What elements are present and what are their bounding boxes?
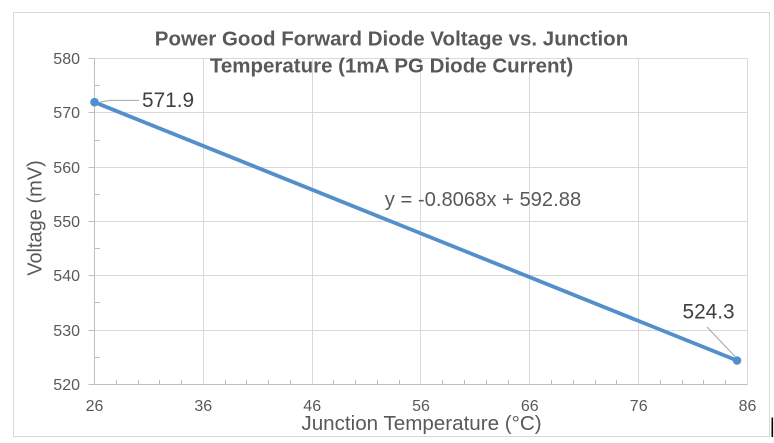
- svg-text:Junction Temperature (°C): Junction Temperature (°C): [301, 412, 541, 435]
- svg-text:540: 540: [53, 268, 80, 285]
- svg-text:550: 550: [53, 214, 80, 231]
- svg-text:86: 86: [739, 398, 757, 415]
- svg-text:26: 26: [86, 398, 104, 415]
- svg-text:570: 570: [53, 105, 80, 122]
- svg-text:571.9: 571.9: [142, 89, 194, 112]
- svg-text:76: 76: [630, 398, 648, 415]
- svg-text:520: 520: [53, 377, 80, 394]
- svg-text:Power Good Forward Diode Volta: Power Good Forward Diode Voltage vs. Jun…: [155, 28, 628, 51]
- svg-text:580: 580: [53, 51, 80, 68]
- svg-text:36: 36: [194, 398, 212, 415]
- svg-text:524.3: 524.3: [683, 301, 735, 324]
- svg-text:Temperature (1mA PG Diode Curr: Temperature (1mA PG Diode Current): [210, 55, 573, 78]
- svg-text:530: 530: [53, 323, 80, 340]
- svg-text:Voltage (mV): Voltage (mV): [25, 160, 47, 276]
- svg-text:y = -0.8068x + 592.88: y = -0.8068x + 592.88: [385, 189, 581, 211]
- svg-text:560: 560: [53, 160, 80, 177]
- svg-text:56: 56: [412, 398, 430, 415]
- svg-text:46: 46: [303, 398, 321, 415]
- svg-text:66: 66: [521, 398, 539, 415]
